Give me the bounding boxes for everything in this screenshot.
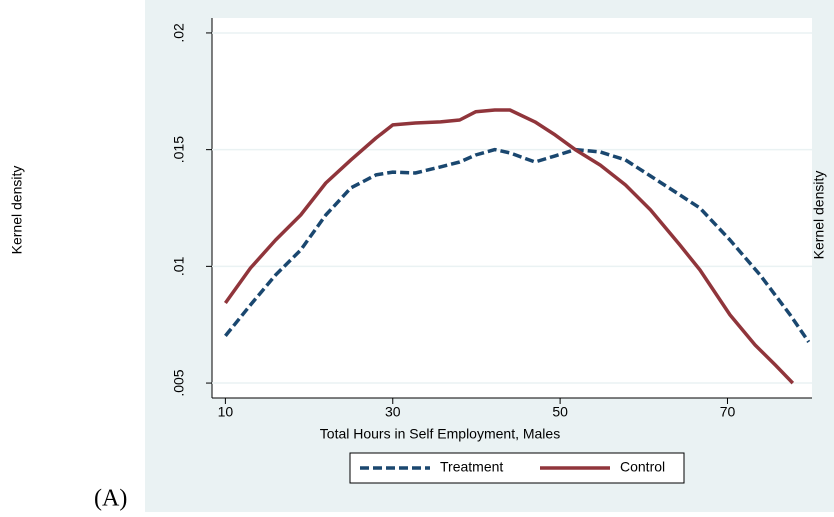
panel-label: (A) [94,486,127,512]
y-tick-label: .02 [171,23,187,43]
x-axis-title: Total Hours in Self Employment, Males [320,426,560,442]
y-tick-label: .01 [171,256,187,276]
series-line [223,108,795,385]
plot-area [212,18,812,398]
y-axis-title: Kernel density [9,166,25,255]
legend-label: Control [620,459,665,475]
y-tick-label: .015 [171,136,187,163]
x-tick-label: 50 [552,404,568,420]
legend-label: Treatment [440,459,503,475]
y2-axis-title: Kernel density [811,171,827,260]
series-line [224,147,811,343]
y-tick-label: .005 [171,369,187,396]
x-tick-label: 70 [720,404,736,420]
x-tick-label: 30 [385,404,401,420]
x-tick-label: 10 [218,404,234,420]
